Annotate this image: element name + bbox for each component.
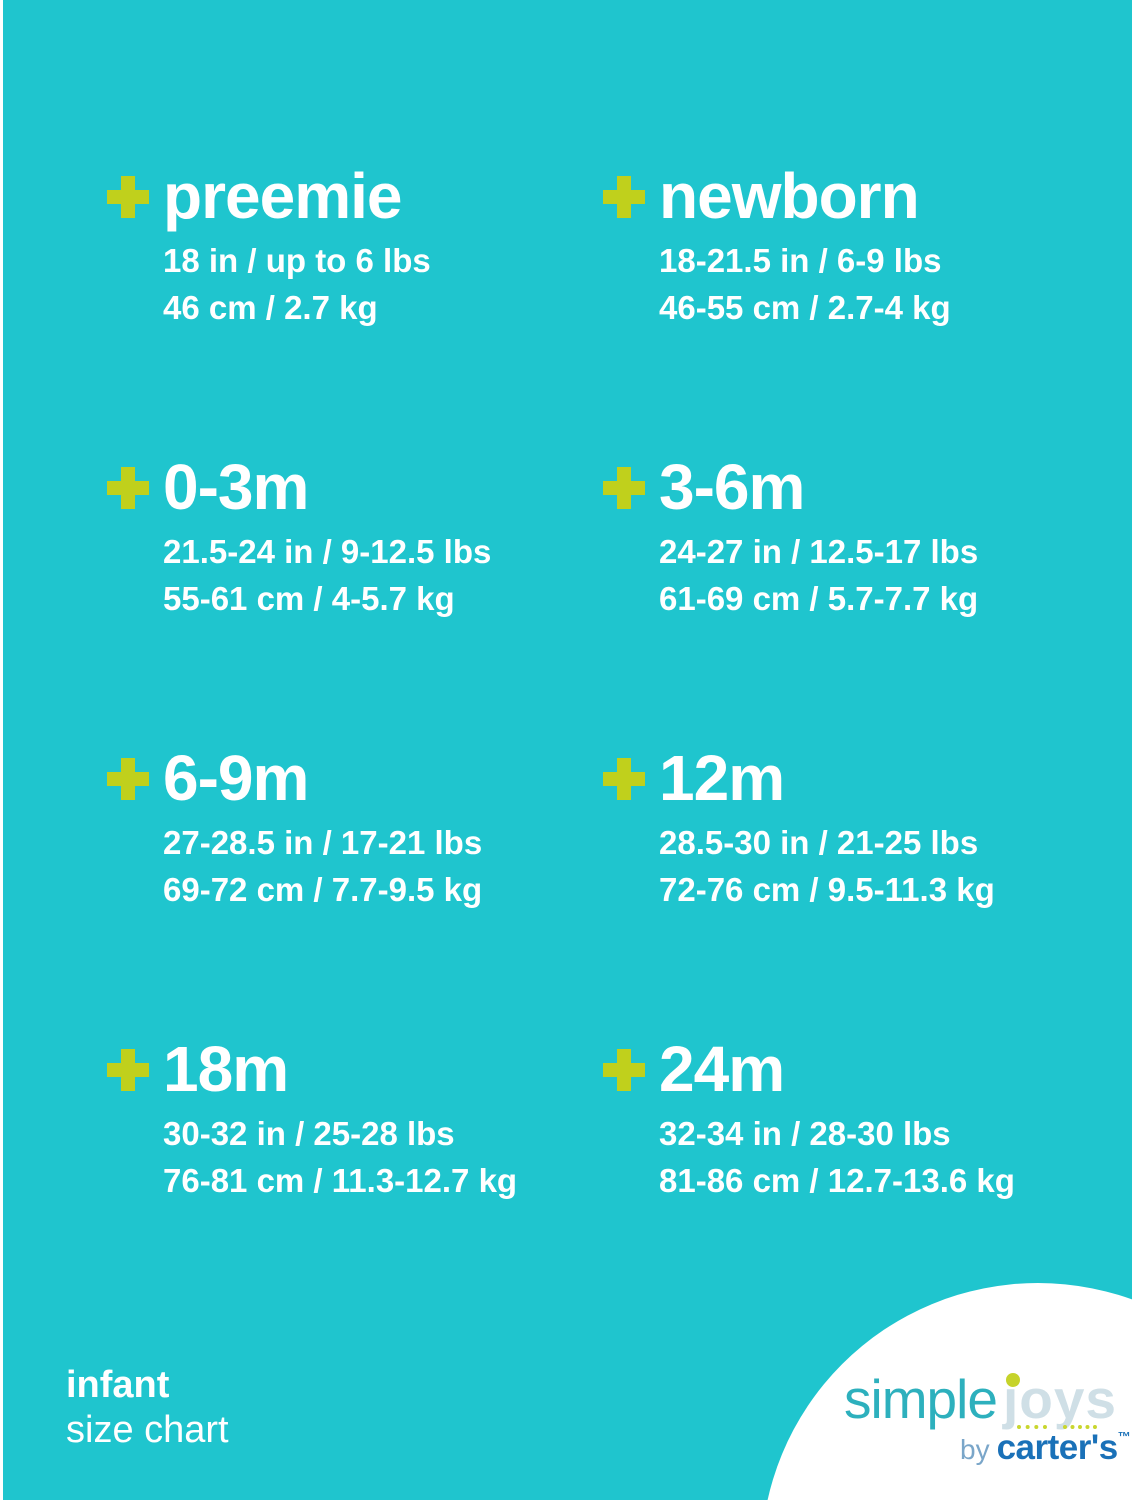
brand-logo: simple joys — [844, 1372, 1117, 1429]
size-name: newborn — [659, 160, 920, 232]
chart-category: infant — [66, 1364, 170, 1406]
size-name: 3-6m — [659, 451, 805, 523]
size-metric: 46 cm / 2.7 kg — [163, 289, 378, 326]
logo-by-text: by — [960, 1434, 990, 1465]
size-metric: 81-86 cm / 12.7-13.6 kg — [659, 1162, 1015, 1199]
stitch-dots-icon — [1016, 1425, 1047, 1429]
size-entry-24m: 24m 32-34 in / 28-30 lbs 81-86 cm / 12.7… — [603, 1037, 1103, 1328]
size-metric: 72-76 cm / 9.5-11.3 kg — [659, 871, 995, 908]
size-name: 18m — [163, 1033, 289, 1105]
plus-icon — [107, 758, 149, 800]
size-imperial: 18 in / up to 6 lbs — [163, 242, 431, 279]
plus-icon — [603, 467, 645, 509]
size-imperial: 18-21.5 in / 6-9 lbs — [659, 242, 942, 279]
size-name: 24m — [659, 1033, 785, 1105]
j-dot-icon — [1005, 1373, 1020, 1387]
size-imperial: 24-27 in / 12.5-17 lbs — [659, 533, 979, 570]
size-metric: 55-61 cm / 4-5.7 kg — [163, 580, 455, 617]
plus-icon — [603, 176, 645, 218]
stitch-dots-icon — [1062, 1425, 1097, 1429]
plus-icon — [107, 1049, 149, 1091]
chart-title: infant size chart — [66, 1363, 229, 1453]
size-imperial: 30-32 in / 25-28 lbs — [163, 1115, 455, 1152]
size-metric: 69-72 cm / 7.7-9.5 kg — [163, 871, 483, 908]
size-entry-6-9m: 6-9m 27-28.5 in / 17-21 lbs 69-72 cm / 7… — [107, 746, 603, 1037]
brand-byline: by carter's™ — [960, 1430, 1131, 1465]
size-imperial: 21.5-24 in / 9-12.5 lbs — [163, 533, 492, 570]
size-grid: preemie 18 in / up to 6 lbs 46 cm / 2.7 … — [107, 164, 1103, 1328]
size-chart-canvas: preemie 18 in / up to 6 lbs 46 cm / 2.7 … — [3, 0, 1132, 1500]
logo-joys-wrap: joys — [1003, 1372, 1117, 1429]
size-entry-3-6m: 3-6m 24-27 in / 12.5-17 lbs 61-69 cm / 5… — [603, 455, 1103, 746]
size-entry-newborn: newborn 18-21.5 in / 6-9 lbs 46-55 cm / … — [603, 164, 1103, 455]
size-entry-0-3m: 0-3m 21.5-24 in / 9-12.5 lbs 55-61 cm / … — [107, 455, 603, 746]
size-name: 6-9m — [163, 742, 309, 814]
plus-icon — [107, 467, 149, 509]
plus-icon — [107, 176, 149, 218]
size-entry-18m: 18m 30-32 in / 25-28 lbs 76-81 cm / 11.3… — [107, 1037, 603, 1328]
size-imperial: 27-28.5 in / 17-21 lbs — [163, 824, 483, 861]
plus-icon — [603, 1049, 645, 1091]
size-entry-preemie: preemie 18 in / up to 6 lbs 46 cm / 2.7 … — [107, 164, 603, 455]
size-imperial: 28.5-30 in / 21-25 lbs — [659, 824, 979, 861]
plus-icon — [603, 758, 645, 800]
size-name: preemie — [163, 160, 402, 232]
chart-label: size chart — [66, 1409, 229, 1451]
size-entry-12m: 12m 28.5-30 in / 21-25 lbs 72-76 cm / 9.… — [603, 746, 1103, 1037]
logo-simple-text: simple — [844, 1368, 998, 1430]
size-metric: 61-69 cm / 5.7-7.7 kg — [659, 580, 979, 617]
trademark-symbol: ™ — [1117, 1429, 1131, 1444]
logo-joys-text: joys — [1002, 1368, 1117, 1430]
logo-carters-text: carter's — [996, 1428, 1119, 1467]
size-imperial: 32-34 in / 28-30 lbs — [659, 1115, 951, 1152]
size-metric: 46-55 cm / 2.7-4 kg — [659, 289, 951, 326]
size-metric: 76-81 cm / 11.3-12.7 kg — [163, 1162, 518, 1199]
size-name: 0-3m — [163, 451, 309, 523]
size-name: 12m — [659, 742, 785, 814]
